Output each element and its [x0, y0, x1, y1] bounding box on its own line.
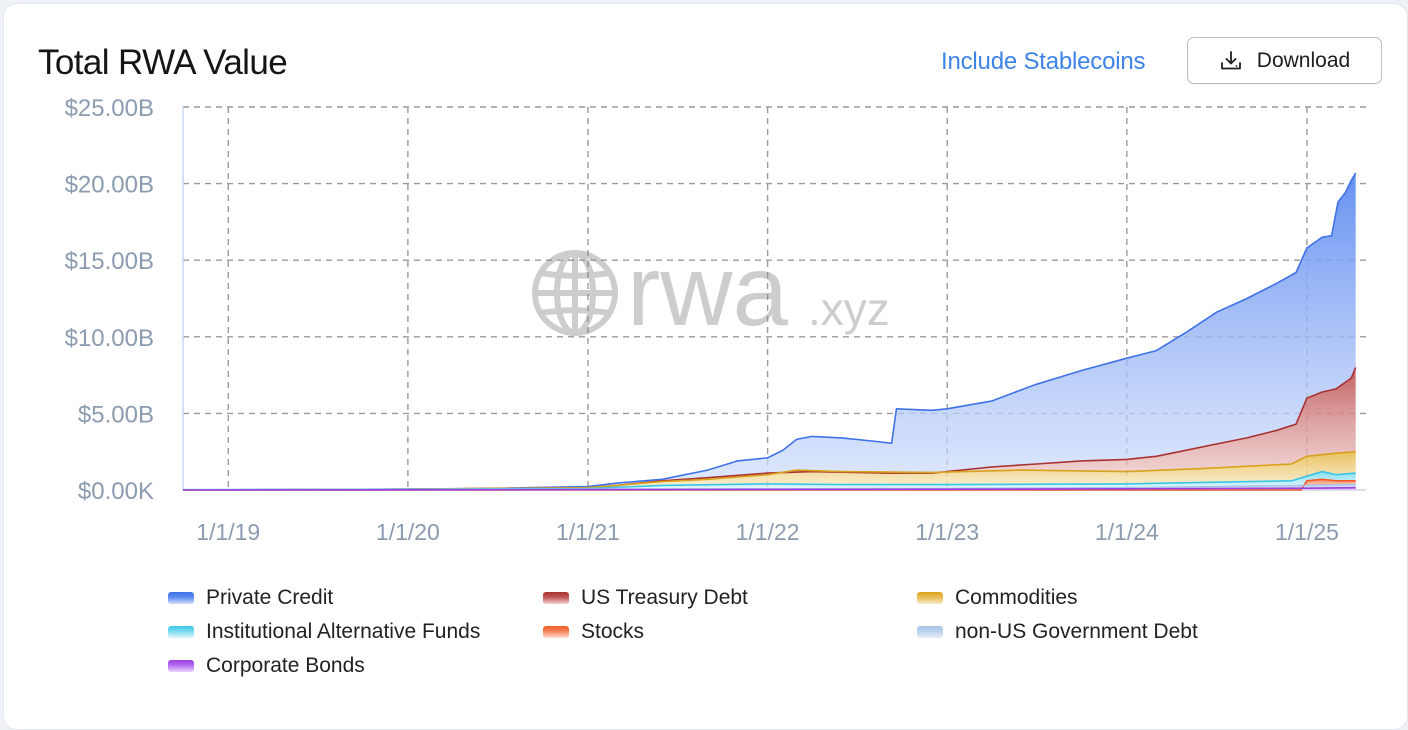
download-icon: [1219, 50, 1243, 72]
legend-swatch: [543, 592, 569, 604]
legend-item-private-credit[interactable]: Private Credit: [168, 586, 333, 610]
y-tick-label: $25.00B: [65, 95, 154, 122]
x-tick-label: 1/1/22: [736, 519, 800, 545]
x-tick-label: 1/1/25: [1275, 519, 1339, 545]
legend-swatch: [168, 592, 194, 604]
x-tick-label: 1/1/23: [915, 519, 979, 545]
x-tick-label: 1/1/24: [1095, 519, 1159, 545]
y-tick-label: $15.00B: [65, 248, 154, 275]
x-tick-label: 1/1/20: [376, 519, 440, 545]
legend-swatch: [168, 626, 194, 638]
series-line-private-credit: [182, 172, 1357, 491]
legend-label: Commodities: [955, 586, 1078, 609]
y-tick-label: $10.00B: [65, 325, 154, 352]
legend-label: Private Credit: [206, 586, 334, 609]
y-tick-label: $5.00B: [78, 401, 154, 428]
legend-item-non-us-government-debt[interactable]: non-US Government Debt: [917, 620, 1198, 644]
y-tick-label: $0.00K: [78, 478, 154, 505]
download-button[interactable]: Download: [1187, 37, 1382, 84]
include-stablecoins-toggle[interactable]: Include Stablecoins: [941, 48, 1146, 75]
download-button-label: Download: [1256, 48, 1351, 72]
series-area-institutional-alternative-funds[interactable]: [183, 471, 1356, 490]
y-tick-label: $20.00B: [65, 172, 154, 199]
x-tick-label: 1/1/21: [556, 519, 620, 545]
legend-swatch: [543, 626, 569, 638]
watermark-suffix: .xyz: [808, 283, 890, 335]
series-line-commodities: [182, 450, 1356, 491]
legend-item-institutional-alternative-funds[interactable]: Institutional Alternative Funds: [168, 620, 480, 644]
legend-item-us-treasury-debt[interactable]: US Treasury Debt: [543, 586, 748, 610]
x-tick-label: 1/1/19: [196, 519, 260, 545]
legend-swatch: [917, 592, 943, 604]
legend-label: Institutional Alternative Funds: [206, 620, 481, 643]
series-line-us-treasury-debt: [182, 367, 1357, 491]
legend-label: Stocks: [581, 620, 645, 643]
chart-title: Total RWA Value: [38, 43, 288, 82]
series-line-stocks: [183, 478, 1356, 491]
legend-label: US Treasury Debt: [581, 586, 748, 609]
legend-item-corporate-bonds[interactable]: Corporate Bonds: [168, 654, 365, 678]
legend-item-stocks[interactable]: Stocks: [543, 620, 644, 644]
legend-item-commodities[interactable]: Commodities: [917, 586, 1078, 610]
legend-label: non-US Government Debt: [955, 620, 1198, 643]
globe-icon: [532, 250, 618, 336]
watermark: rwa .xyz: [532, 235, 890, 347]
legend-label: Corporate Bonds: [206, 654, 365, 677]
watermark-text: rwa: [627, 235, 789, 347]
series-line-corporate-bonds: [182, 486, 1356, 491]
legend-swatch: [168, 660, 194, 672]
series-area-commodities[interactable]: [183, 451, 1356, 490]
series-area-private-credit[interactable]: [183, 172, 1356, 490]
legend-swatch: [917, 626, 943, 638]
